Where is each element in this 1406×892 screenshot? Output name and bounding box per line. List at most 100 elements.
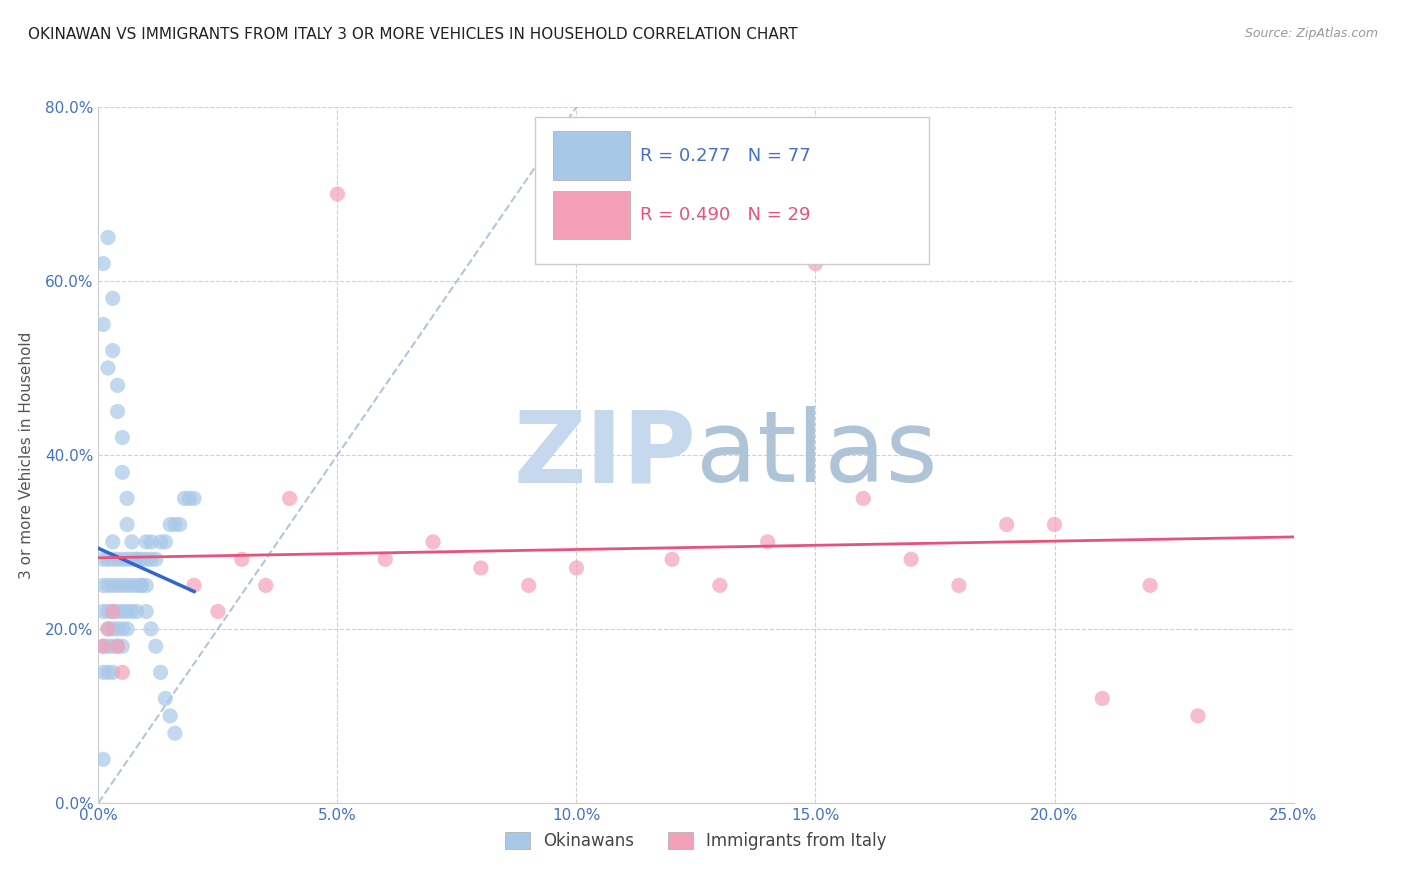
Point — [1091, 691, 1114, 706]
Point — [207, 605, 229, 619]
Point — [278, 491, 301, 506]
Point — [135, 578, 157, 592]
Point — [111, 639, 134, 653]
Point — [107, 378, 129, 392]
Point — [107, 578, 129, 592]
Point — [756, 534, 779, 549]
Point — [155, 534, 177, 549]
Point — [179, 491, 201, 506]
Point — [101, 552, 124, 566]
Point — [804, 257, 827, 271]
Point — [101, 639, 124, 653]
Point — [131, 578, 153, 592]
Point — [121, 534, 143, 549]
Point — [115, 578, 138, 592]
Point — [159, 517, 181, 532]
Point — [135, 552, 157, 566]
Point — [145, 552, 167, 566]
Point — [111, 622, 134, 636]
Point — [422, 534, 444, 549]
Point — [101, 343, 124, 358]
Point — [125, 552, 148, 566]
Point — [131, 578, 153, 592]
Point — [135, 605, 157, 619]
Text: atlas: atlas — [696, 407, 938, 503]
Text: Source: ZipAtlas.com: Source: ZipAtlas.com — [1244, 27, 1378, 40]
Point — [97, 552, 120, 566]
Point — [115, 622, 138, 636]
Text: R = 0.277   N = 77: R = 0.277 N = 77 — [640, 147, 810, 165]
Point — [948, 578, 970, 592]
Point — [91, 578, 114, 592]
Point — [121, 552, 143, 566]
Point — [1139, 578, 1161, 592]
Point — [97, 639, 120, 653]
Point — [470, 561, 492, 575]
Point — [107, 605, 129, 619]
Point — [101, 534, 124, 549]
Point — [111, 605, 134, 619]
Point — [149, 534, 172, 549]
Y-axis label: 3 or more Vehicles in Household: 3 or more Vehicles in Household — [18, 331, 34, 579]
Point — [91, 318, 114, 332]
Point — [173, 491, 195, 506]
Point — [183, 491, 205, 506]
Point — [101, 578, 124, 592]
Text: R = 0.490   N = 29: R = 0.490 N = 29 — [640, 206, 810, 224]
Point — [97, 578, 120, 592]
Point — [995, 517, 1018, 532]
Point — [97, 622, 120, 636]
Point — [91, 257, 114, 271]
Point — [231, 552, 253, 566]
Point — [111, 466, 134, 480]
Point — [135, 534, 157, 549]
Point — [121, 578, 143, 592]
Point — [101, 665, 124, 680]
Point — [139, 534, 162, 549]
Point — [107, 639, 129, 653]
Point — [852, 491, 875, 506]
FancyBboxPatch shape — [553, 191, 630, 239]
Point — [107, 552, 129, 566]
Point — [91, 752, 114, 766]
FancyBboxPatch shape — [553, 131, 630, 180]
Legend: Okinawans, Immigrants from Italy: Okinawans, Immigrants from Italy — [499, 826, 893, 857]
Point — [900, 552, 922, 566]
Point — [97, 230, 120, 244]
Point — [101, 605, 124, 619]
Point — [115, 491, 138, 506]
Point — [111, 552, 134, 566]
Point — [374, 552, 396, 566]
Point — [1187, 708, 1209, 723]
Point — [107, 639, 129, 653]
Point — [111, 578, 134, 592]
Point — [101, 605, 124, 619]
Point — [565, 561, 588, 575]
Point — [107, 404, 129, 418]
Point — [91, 605, 114, 619]
Point — [131, 552, 153, 566]
Text: ZIP: ZIP — [513, 407, 696, 503]
Point — [145, 639, 167, 653]
Point — [163, 517, 186, 532]
Point — [613, 230, 636, 244]
Point — [149, 665, 172, 680]
Point — [254, 578, 277, 592]
Point — [709, 578, 731, 592]
Point — [125, 605, 148, 619]
Point — [125, 578, 148, 592]
Point — [115, 605, 138, 619]
Point — [111, 665, 134, 680]
Point — [159, 708, 181, 723]
Point — [183, 578, 205, 592]
Point — [91, 665, 114, 680]
Point — [97, 622, 120, 636]
Point — [139, 622, 162, 636]
Point — [115, 517, 138, 532]
Point — [121, 605, 143, 619]
Point — [1043, 517, 1066, 532]
Point — [517, 578, 540, 592]
Point — [163, 726, 186, 740]
Point — [101, 291, 124, 305]
Point — [169, 517, 191, 532]
